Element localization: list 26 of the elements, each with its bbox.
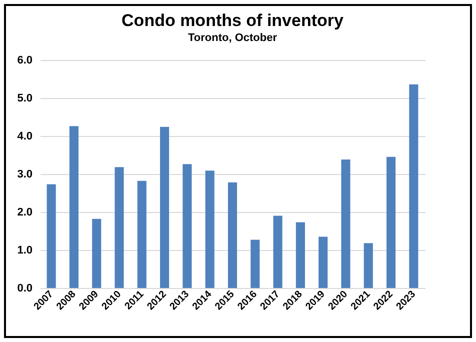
bar [409,84,418,288]
y-tick-label: 4.0 [17,130,32,142]
bar [160,126,170,288]
bar [137,180,146,288]
y-tick-label: 6.0 [17,54,32,66]
bar [114,167,124,288]
bar [182,164,192,288]
bar [341,160,350,288]
y-tick-label: 0.0 [17,282,32,294]
bar [364,243,373,288]
bar [296,222,305,288]
bar [228,182,238,288]
bar [250,240,260,288]
y-tick-label: 1.0 [17,244,32,256]
bar [92,218,102,288]
bar [69,126,78,288]
y-tick-label: 3.0 [17,168,32,180]
bar [205,170,214,288]
chart-title: Condo months of inventory [122,11,344,30]
chart-subtitle: Toronto, October [188,32,278,44]
bar [273,216,282,288]
y-tick-label: 5.0 [17,92,32,104]
y-tick-label: 2.0 [17,206,32,218]
bar [46,184,56,288]
bar [318,236,328,288]
bar [386,156,396,288]
